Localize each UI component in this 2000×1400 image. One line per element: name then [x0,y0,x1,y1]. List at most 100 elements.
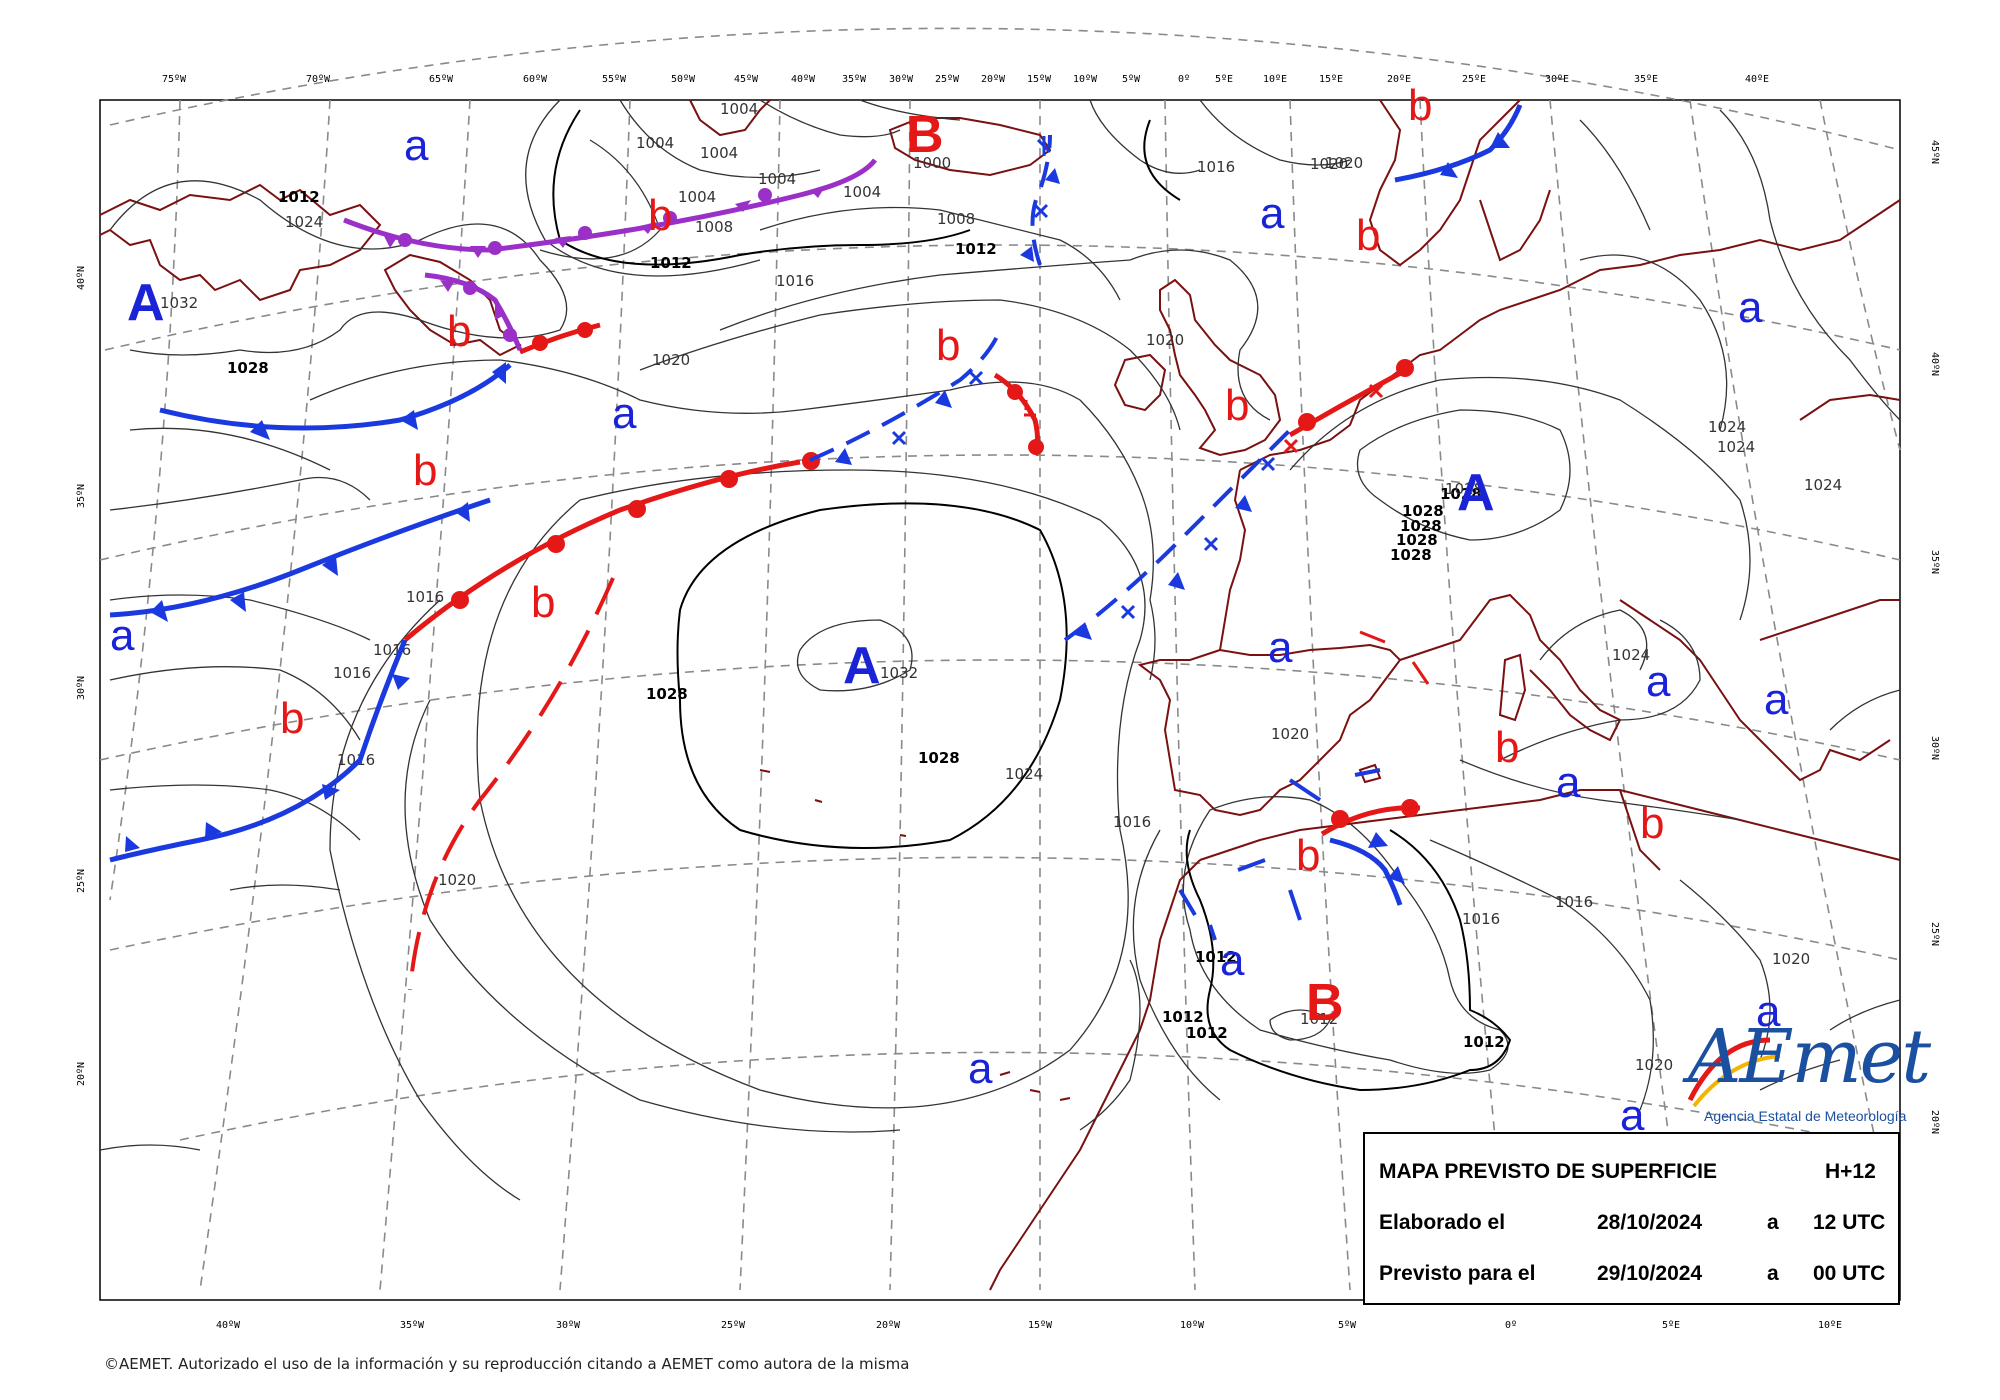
tick-label: 40ºE [1745,74,1769,85]
high-pressure-label: A [127,274,165,332]
coast-north-america [99,183,382,302]
tick-label: 20ºW [981,74,1006,85]
isobar-label: 1032 [880,664,918,682]
isobar-label: 1008 [937,210,975,228]
valid-sep: a [1767,1262,1779,1285]
coast-greece [1759,739,1891,782]
isobar-label: 1020 [1635,1056,1673,1074]
isobar-label: 1012 [955,240,997,258]
relative-low-label: b [1640,799,1664,848]
issued-label: Elaborado el [1379,1211,1506,1234]
isobar-label: 1016 [337,751,375,769]
relative-high-label: a [1220,936,1245,985]
relative-high-label: a [1620,1091,1645,1140]
isobar-label: 1016 [406,588,444,606]
relative-high-label: a [404,121,429,170]
legend-horizon: H+12 [1825,1160,1876,1183]
tick-label: 35ºE [1634,74,1658,85]
tick-label: 15ºW [1027,74,1052,85]
tick-label: 60ºW [523,74,548,85]
isobar-label: 1004 [843,183,881,201]
warm-front [403,322,1430,991]
coast-west-africa [989,859,1201,1291]
tick-label: 10ºW [1073,74,1098,85]
isobar-label: 1028 [1440,485,1482,503]
isobar-label: 1020 [1772,950,1810,968]
tick-label: 40ºW [216,1320,241,1331]
relative-high-label: a [612,389,637,438]
copyright-notice: ©AEMET. Autorizado el uso de la informac… [104,1355,910,1373]
isobar-label: 1008 [695,218,733,236]
coast-greenland [689,99,771,137]
secondary-labels: a a a a a a a a a a a a a b b b b b b b … [110,81,1789,1140]
forecast-info-box: MAPA PREVISTO DE SUPERFICIE H+12 Elabora… [1363,1132,1900,1305]
relative-low-label: b [447,307,471,356]
isobar-label: 1016 [1555,893,1593,911]
graticule [99,27,1901,1291]
relative-low-label: b [280,694,304,743]
isobar-labels: 1004 1004 1004 1004 1004 1004 1000 1008 … [160,100,1842,1074]
tick-label: 70ºW [306,74,331,85]
tick-label: 35ºN [76,484,87,508]
isobar-label: 1024 [1708,418,1746,436]
valid-label: Previsto para el [1379,1262,1536,1285]
isobar-label: 1028 [1390,546,1432,564]
isobar-label: 1016 [1462,910,1500,928]
cold-front [109,104,1523,941]
tick-label: 40ºW [791,74,816,85]
coast-tunisia [1619,789,1661,871]
valid-date: 29/10/2024 [1597,1262,1703,1285]
tick-label: 5ºW [1122,74,1141,85]
isobar-label: 1024 [1005,765,1043,783]
left-axis-ticks: 40ºN 35ºN 30ºN 25ºN 20ºN [76,266,87,1086]
isobar-label: 1020 [652,351,690,369]
coast-france [1219,469,1247,651]
isobar-label: 1028 [1400,517,1442,535]
isobar-label: 1016 [1197,158,1235,176]
relative-low-label: b [1356,211,1380,260]
tick-label: 20ºN [76,1062,87,1086]
isobar-label: 1016 [1113,813,1151,831]
high-pressure-label: A [843,637,881,695]
relative-high-label: a [1556,758,1581,807]
relative-low-label: b [1225,381,1249,430]
logo-word: AEmet [1688,1014,1931,1100]
relative-high-label: a [1738,283,1763,332]
tick-label: 10ºE [1818,1320,1842,1331]
coast-balearics [1358,763,1382,784]
relative-low-label: b [648,191,672,240]
relative-high-label: a [1260,189,1285,238]
top-axis-ticks: 75ºW 70ºW 65ºW 60ºW 55ºW 50ºW 45ºW 40ºW … [162,74,1769,85]
isobar-label: 1012 [1463,1033,1505,1051]
coast-europe-north [1239,199,1901,471]
isobar-label: 1016 [776,272,814,290]
isobar-label: 1032 [160,294,198,312]
legend-title: MAPA PREVISTO DE SUPERFICIE [1379,1160,1717,1183]
tick-label: 5ºE [1215,74,1233,85]
issued-time: 12 UTC [1813,1211,1886,1234]
tick-label: 10ºE [1263,74,1287,85]
tick-label: 25ºW [721,1320,746,1331]
tick-label: 35ºW [842,74,867,85]
relative-high-label: a [1764,675,1789,724]
isobar-label: 1004 [678,188,716,206]
coast-turkey [1759,599,1900,641]
relative-low-label: b [1408,81,1432,130]
relative-low-label: b [1495,723,1519,772]
tick-label: 15ºW [1028,1320,1053,1331]
high-pressure-label: A [1457,464,1495,522]
tick-label: 45ºW [734,74,759,85]
relative-high-label: a [1646,657,1671,706]
tick-label: 0º [1505,1320,1517,1331]
tick-label: 30ºN [1929,736,1940,760]
occluded-front [343,158,877,351]
tick-label: 25ºN [76,869,87,893]
tick-label: 40ºN [1929,352,1940,376]
coast-black-sea [1799,393,1901,421]
tick-label: 35ºN [1929,550,1940,574]
bottom-axis-ticks: 40ºW 35ºW 30ºW 25ºW 20ºW 15ºW 10ºW 5ºW 0… [216,1320,1842,1331]
coast-norway [1368,99,1521,267]
isobar-label: 1004 [758,170,796,188]
tick-label: 10ºW [1180,1320,1205,1331]
low-pressure-label: B [906,106,944,164]
